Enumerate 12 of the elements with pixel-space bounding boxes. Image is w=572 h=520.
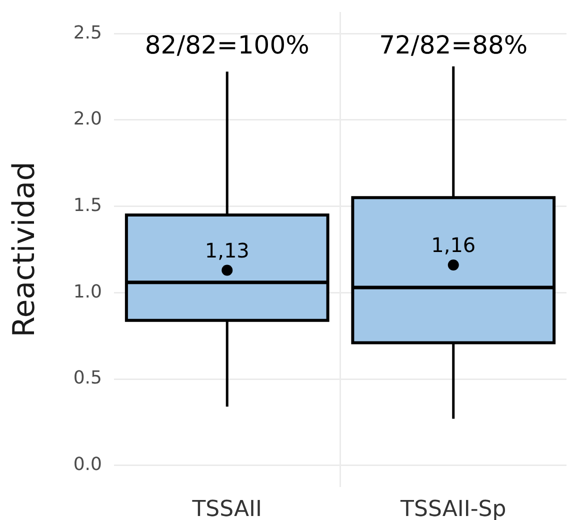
annotation: 82/82=100% xyxy=(144,30,310,60)
x-tick-label: TSSAII xyxy=(191,496,262,520)
y-tick-label: 1.5 xyxy=(73,194,102,216)
y-tick-label: 2.5 xyxy=(73,22,102,44)
y-tick-label: 0.0 xyxy=(73,454,102,476)
data-label: 1,13 xyxy=(204,238,250,262)
annotation: 72/82=88% xyxy=(379,30,528,60)
y-tick-label: 1.0 xyxy=(73,281,102,302)
data-label: 1,16 xyxy=(431,233,476,258)
y-tick-label: 2.0 xyxy=(73,108,102,130)
y-axis-title: Reactividad xyxy=(6,162,42,338)
y-tick-label: 0.5 xyxy=(73,368,102,389)
